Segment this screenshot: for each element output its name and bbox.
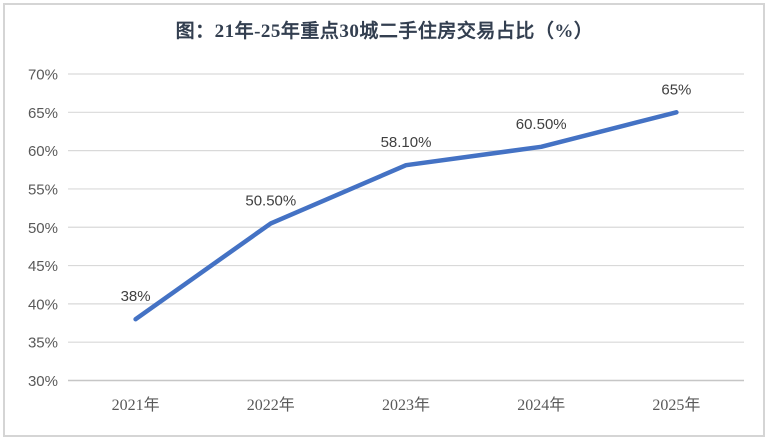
y-axis-tick-label: 30% [28,373,58,390]
y-axis-tick-label: 45% [28,258,58,275]
x-axis-tick-label: 2025年 [652,396,700,414]
data-series-line [133,110,679,322]
data-point-label: 60.50% [516,116,567,133]
y-axis-tick-label: 55% [28,181,58,198]
y-axis-tick-label: 60% [28,143,58,160]
y-axis-tick-label: 65% [28,105,58,122]
y-axis-tick-label: 70% [28,67,58,84]
chart-border [3,3,765,437]
x-axis-tick-label: 2024年 [517,396,565,414]
x-axis-tick-label: 2022年 [247,396,295,414]
y-axis-tick-label: 40% [28,296,58,313]
data-point-label: 38% [121,288,151,305]
x-axis-tick-label: 2021年 [112,396,160,414]
y-axis-tick-label: 35% [28,335,58,352]
data-point-label: 65% [661,81,691,98]
x-axis-tick-label: 2023年 [382,396,430,414]
data-point-label: 50.50% [245,192,296,209]
chart-title: 图：21年-25年重点30城二手住房交易占比（%） [175,21,594,42]
y-axis-tick-label: 50% [28,220,58,237]
data-point-label: 58.10% [381,134,432,151]
